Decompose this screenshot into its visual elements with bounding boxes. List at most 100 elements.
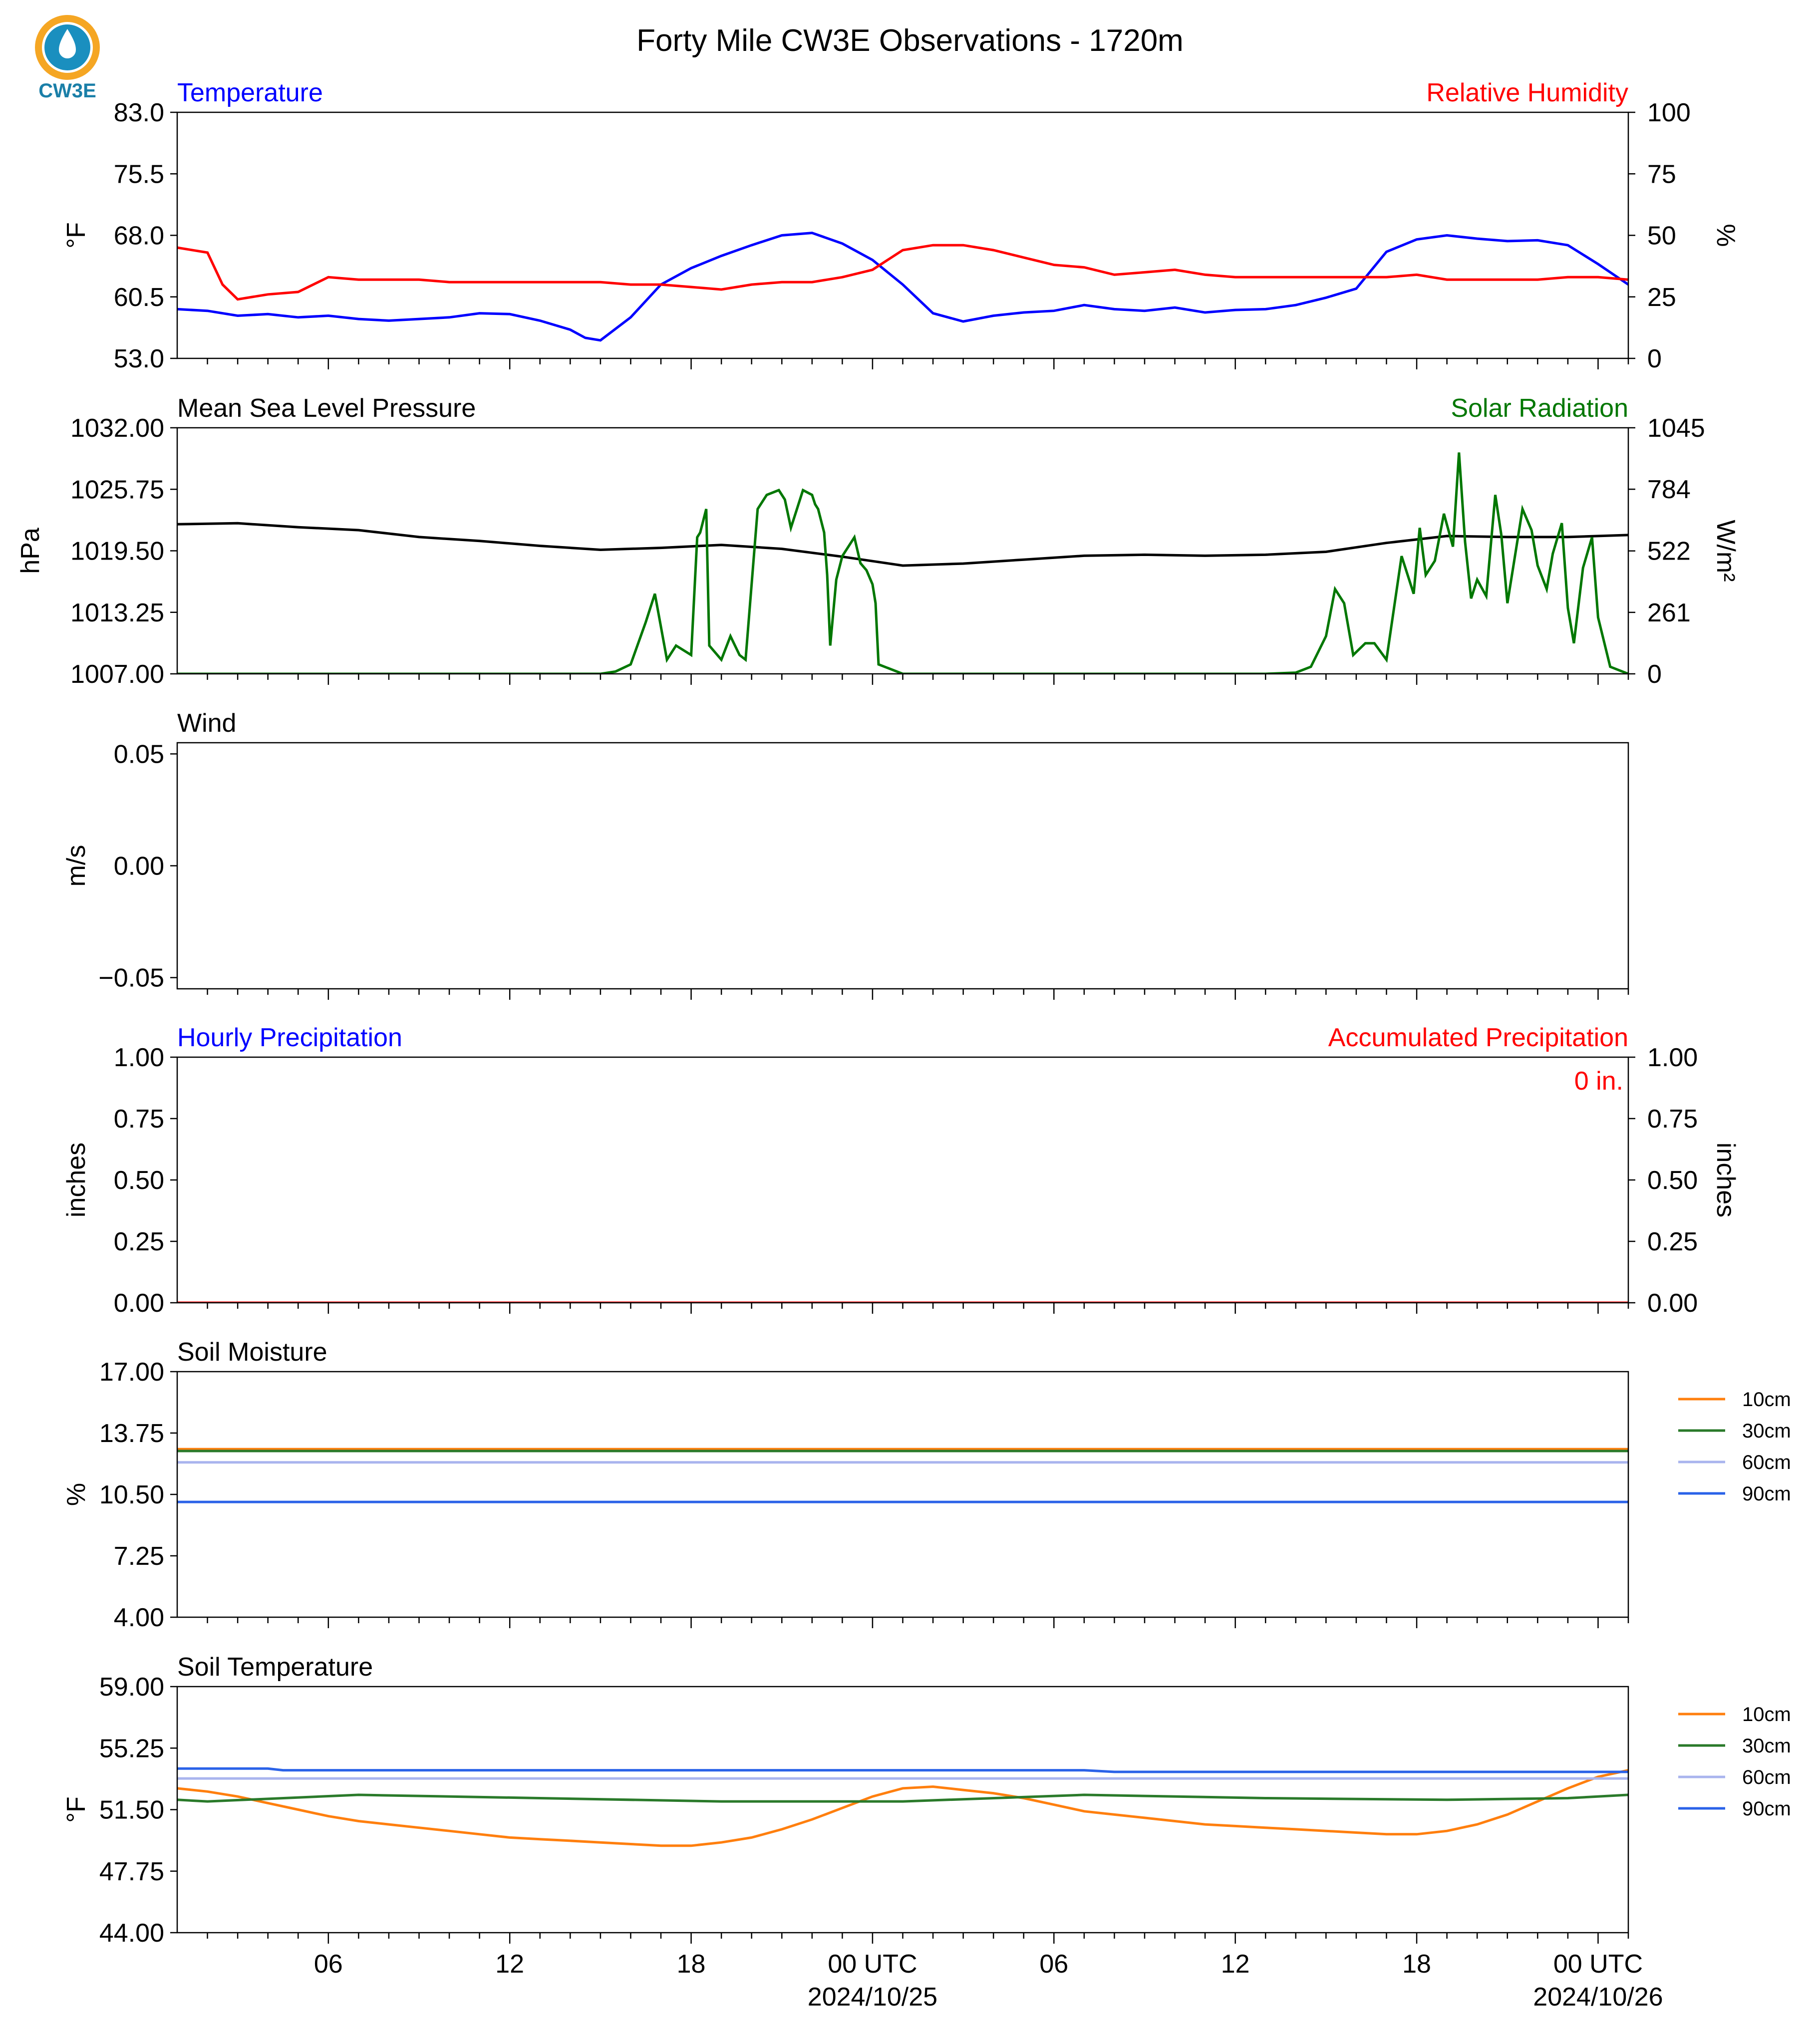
y-tick-label-left: 4.00 [114,1603,164,1632]
panel-mean-sea-level-pressure: Mean Sea Level Pressure Solar Radiation 10… [16,394,1740,689]
series-line-30cm [177,1793,1628,1803]
y-tick-label-left: 0.50 [114,1166,164,1195]
y-tick-label-left: 1013.25 [70,598,164,627]
y-tick-label-left: 0.25 [114,1227,164,1256]
y-tick-label-left: 1025.75 [70,475,164,504]
y-tick-label-right: 50 [1647,222,1676,251]
panel-title-left: Hourly Precipitation [177,1023,402,1052]
y-tick-label-right: 1045 [1647,414,1705,443]
y-tick-label-right: 784 [1647,475,1691,504]
x-tick-label: 12 [495,1950,524,1979]
logo-ring-icon [35,15,100,80]
legend-label: 10cm [1742,1389,1791,1411]
y-tick-label-right: 522 [1647,537,1691,566]
y-tick-label-left: −0.05 [98,964,164,993]
legend-label: 30cm [1742,1420,1791,1442]
panel-soil-temperature: Soil Temperature 44.00 47.75 51.50 55.25 59.0… [62,1653,1791,1948]
y-tick-label-left: 47.75 [99,1857,164,1886]
series-line-90cm [177,1767,1628,1773]
y-axis-label-left: °F [62,1796,91,1823]
y-tick-label-left: 59.00 [99,1673,164,1702]
y-tick-label-left: 0.00 [114,1289,164,1318]
x-tick-label: 06 [314,1950,343,1979]
legend-label: 60cm [1742,1451,1791,1473]
x-tick-label: 06 [1039,1950,1068,1979]
y-axis-label-right: % [1711,224,1740,247]
y-tick-label-right: 1.00 [1647,1043,1698,1072]
y-tick-label-left: 0.05 [114,740,164,769]
legend-label: 10cm [1742,1704,1791,1726]
y-tick-label-left: 75.5 [114,160,164,189]
x-date-label: 2024/10/26 [1533,1983,1663,2012]
y-tick-label-right: 0.75 [1647,1105,1698,1134]
accumulated-total-label: 0 in. [1574,1067,1623,1096]
y-tick-label-right: 100 [1647,98,1691,127]
y-axis-label-left: hPa [16,528,45,574]
y-tick-label-right: 0 [1647,660,1662,689]
y-tick-label-left: 83.0 [114,98,164,127]
panel-title-right: Relative Humidity [1426,78,1628,107]
panel-title-right: Accumulated Precipitation [1328,1023,1628,1052]
y-tick-label-left: 13.75 [99,1419,164,1448]
panel-frame [176,742,1629,990]
cw3e-logo: CW3E [35,15,100,102]
panel-hourly-precipitation: Hourly Precipitation Accumulated Precipit… [62,1023,1740,1318]
panel-frame [176,427,1629,675]
series-line-10cm [177,1769,1628,1847]
y-tick-label-left: 17.00 [99,1358,164,1387]
panel-frame [176,1371,1629,1618]
y-tick-label-left: 60.5 [114,283,164,312]
y-tick-label-right: 25 [1647,283,1676,312]
series-line-mean-sea-level-pressure [177,522,1628,567]
panel-frame [176,1686,1629,1934]
y-tick-label-right: 0.00 [1647,1289,1698,1318]
y-tick-label-left: 44.00 [99,1919,164,1948]
x-tick-label: 12 [1221,1950,1250,1979]
chart-title: Forty Mile CW3E Observations - 1720m [636,23,1184,58]
x-date-label: 2024/10/25 [808,1983,937,2012]
panel-soil-moisture: Soil Moisture 4.00 7.25 10.50 13.75 17.00% 10c… [62,1338,1791,1632]
x-tick-label: 18 [677,1950,706,1979]
y-axis-label-left: % [62,1483,91,1506]
legend-label: 90cm [1742,1798,1791,1820]
x-tick-label: 18 [1402,1950,1431,1979]
y-tick-label-right: 0.25 [1647,1227,1698,1256]
y-tick-label-left: 1019.50 [70,537,164,566]
y-tick-label-left: 51.50 [99,1796,164,1825]
y-tick-label-right: 75 [1647,160,1676,189]
y-axis-label-right: W/m² [1711,520,1740,581]
y-tick-label-left: 55.25 [99,1734,164,1763]
logo-drop-icon [59,29,76,58]
y-tick-label-left: 1032.00 [70,414,164,443]
y-axis-label-left: °F [62,222,91,249]
y-tick-label-right: 0 [1647,344,1662,373]
legend-label: 60cm [1742,1766,1791,1788]
y-axis-label-left: inches [62,1143,91,1217]
panel-title-left: Wind [177,709,236,738]
x-tick-label: 00 UTC [1553,1950,1643,1979]
y-tick-label-left: 68.0 [114,222,164,251]
series-line-temperature [177,232,1628,342]
panel-wind: Wind −0.05 0.00 0.05 m/s [62,709,1629,1000]
y-tick-label-left: 0.75 [114,1105,164,1134]
legend-label: 90cm [1742,1483,1791,1505]
y-axis-label-left: m/s [62,845,91,887]
panel-title-left: Soil Temperature [177,1653,373,1682]
panel-frame [176,1056,1629,1304]
y-tick-label-left: 0.00 [114,852,164,881]
legend-label: 30cm [1742,1735,1791,1757]
y-tick-label-left: 7.25 [114,1542,164,1571]
y-tick-label-left: 53.0 [114,344,164,373]
series-line-solar-radiation [177,452,1628,674]
panel-title-right: Solar Radiation [1451,394,1628,423]
x-tick-label: 00 UTC [828,1950,917,1979]
y-tick-label-left: 1.00 [114,1043,164,1072]
series-line-relative-humidity [177,244,1628,301]
y-axis-label-right: inches [1711,1143,1740,1217]
panel-temperature: Temperature Relative Humidity 53.0 60.5 68.0… [62,78,1740,373]
y-tick-label-left: 10.50 [99,1480,164,1509]
panel-title-left: Mean Sea Level Pressure [177,394,476,423]
panel-title-left: Soil Moisture [177,1338,327,1367]
y-tick-label-right: 0.50 [1647,1166,1698,1195]
